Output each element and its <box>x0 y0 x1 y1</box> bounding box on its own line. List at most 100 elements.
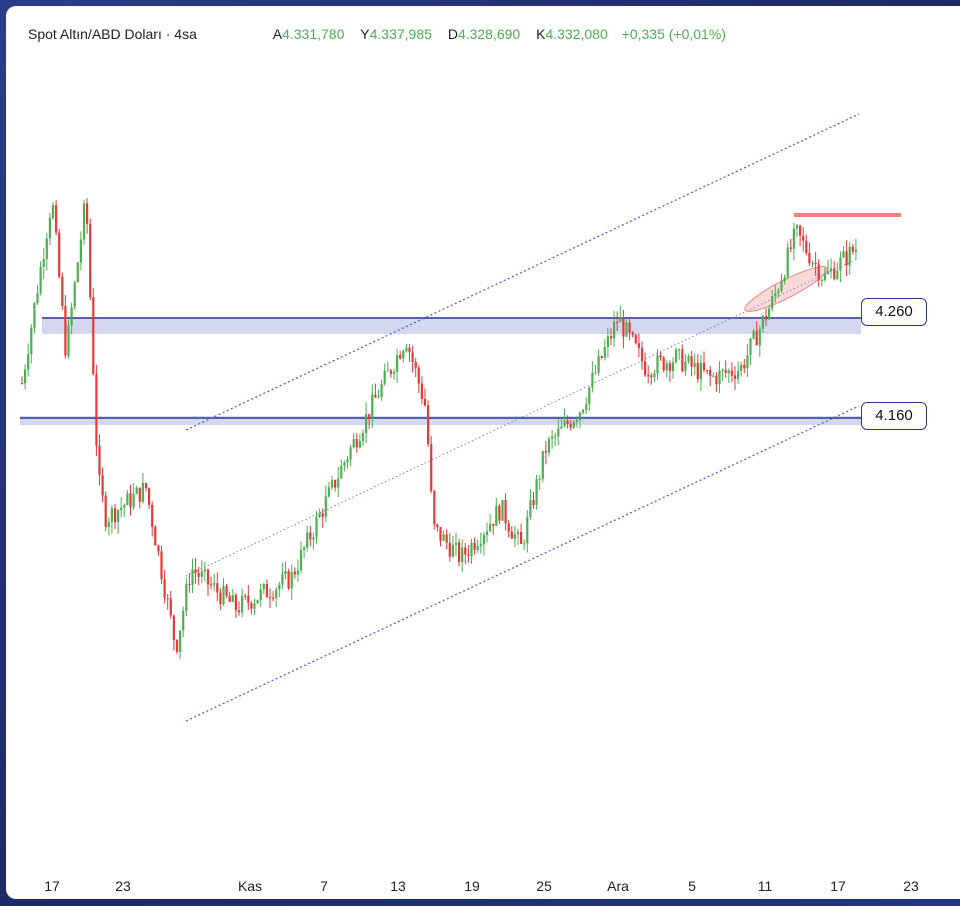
candle-body <box>138 487 141 502</box>
candle-body <box>780 281 783 291</box>
candle-body <box>321 513 324 517</box>
candle-body <box>389 370 392 374</box>
candle-body <box>179 630 182 652</box>
candle-body <box>185 584 188 611</box>
candle-body <box>473 542 476 550</box>
candle-body <box>324 496 327 517</box>
candle-body <box>777 290 780 294</box>
candle-body <box>482 534 485 545</box>
candle-body <box>749 338 752 356</box>
candle-body <box>510 531 513 539</box>
candle-body <box>272 597 275 599</box>
candle-body <box>228 595 231 602</box>
change-value: +0,335 (+0,01%) <box>621 26 726 42</box>
candle-body <box>234 595 237 611</box>
zone-band <box>20 416 861 425</box>
candle-body <box>566 420 569 424</box>
candle-body <box>802 235 805 241</box>
candle-body <box>758 328 761 346</box>
candle-body <box>634 335 637 344</box>
candle-body <box>113 508 117 523</box>
candle-body <box>380 383 383 398</box>
candle-body <box>197 573 200 577</box>
candle-body <box>172 615 175 640</box>
candle-body <box>430 444 433 491</box>
candle-body <box>647 375 650 377</box>
candle-body <box>42 259 45 267</box>
level-label-4260[interactable]: 4.260 <box>861 298 927 326</box>
candle-body <box>64 306 67 356</box>
candle-body <box>513 534 516 539</box>
x-tick-label: 17 <box>830 878 846 894</box>
candle-body <box>653 373 656 378</box>
symbol-title: Spot Altın/ABD Doları · 4sa <box>28 26 197 42</box>
low-value: 4.328,690 <box>457 26 521 42</box>
candle-body <box>39 266 42 294</box>
candle-body <box>148 488 151 505</box>
candle-body <box>547 438 551 453</box>
candle-body <box>721 369 724 371</box>
candle-body <box>845 251 848 266</box>
open-label: A <box>272 26 283 42</box>
candle-body <box>625 322 628 337</box>
candle-body <box>259 589 262 600</box>
candle-body <box>45 238 48 260</box>
candle-body <box>293 571 296 575</box>
candle-body <box>231 595 234 602</box>
candle-body <box>668 363 671 371</box>
candle-body <box>712 375 715 377</box>
candle-body <box>764 315 768 320</box>
candle-body <box>203 569 206 572</box>
candle-body <box>110 508 113 523</box>
high-label: Y <box>360 26 370 42</box>
candle-body <box>73 282 76 308</box>
candle-body <box>309 532 312 540</box>
candle-body <box>222 586 225 604</box>
candle-body <box>588 387 591 405</box>
candle-body <box>166 598 169 600</box>
candle-body <box>504 500 507 524</box>
candle-body <box>182 610 185 631</box>
candle-body <box>70 307 73 326</box>
candle-body <box>330 480 334 488</box>
candle-body <box>489 523 492 532</box>
candle-body <box>371 394 374 419</box>
candle-body <box>485 531 489 535</box>
candle-body <box>107 522 110 527</box>
candle-body <box>585 404 588 411</box>
candle-body <box>498 505 501 521</box>
candle-body <box>58 232 61 277</box>
candle-body <box>219 592 222 604</box>
candle-body <box>358 441 361 448</box>
x-tick-label: 23 <box>903 878 919 894</box>
candle-body <box>306 532 309 548</box>
candle-body <box>501 500 504 521</box>
candle-body <box>188 584 191 586</box>
candle-body <box>241 595 244 613</box>
low-label: D <box>447 26 458 42</box>
x-tick-label: 7 <box>320 878 328 894</box>
candle-body <box>591 372 594 388</box>
candle-body <box>151 504 154 527</box>
price-chart[interactable] <box>6 6 960 899</box>
candle-body <box>61 276 64 307</box>
candle-body <box>405 347 408 352</box>
candle-body <box>523 543 526 545</box>
candle-body <box>699 362 702 380</box>
candle-body <box>275 589 278 599</box>
candle-body <box>792 228 795 249</box>
candle-body <box>355 439 358 448</box>
candle-body <box>582 410 585 413</box>
candle-body <box>414 361 417 369</box>
candle-body <box>727 370 730 373</box>
candle-body <box>346 459 349 463</box>
candle-body <box>67 325 70 356</box>
candle-body <box>98 445 101 476</box>
candle-body <box>278 584 281 590</box>
candle-body <box>169 598 172 616</box>
candle-body <box>715 375 718 385</box>
candle-body <box>572 421 575 428</box>
level-label-4160[interactable]: 4.160 <box>861 402 927 430</box>
candle-body <box>665 363 668 371</box>
candle-body <box>492 523 495 526</box>
